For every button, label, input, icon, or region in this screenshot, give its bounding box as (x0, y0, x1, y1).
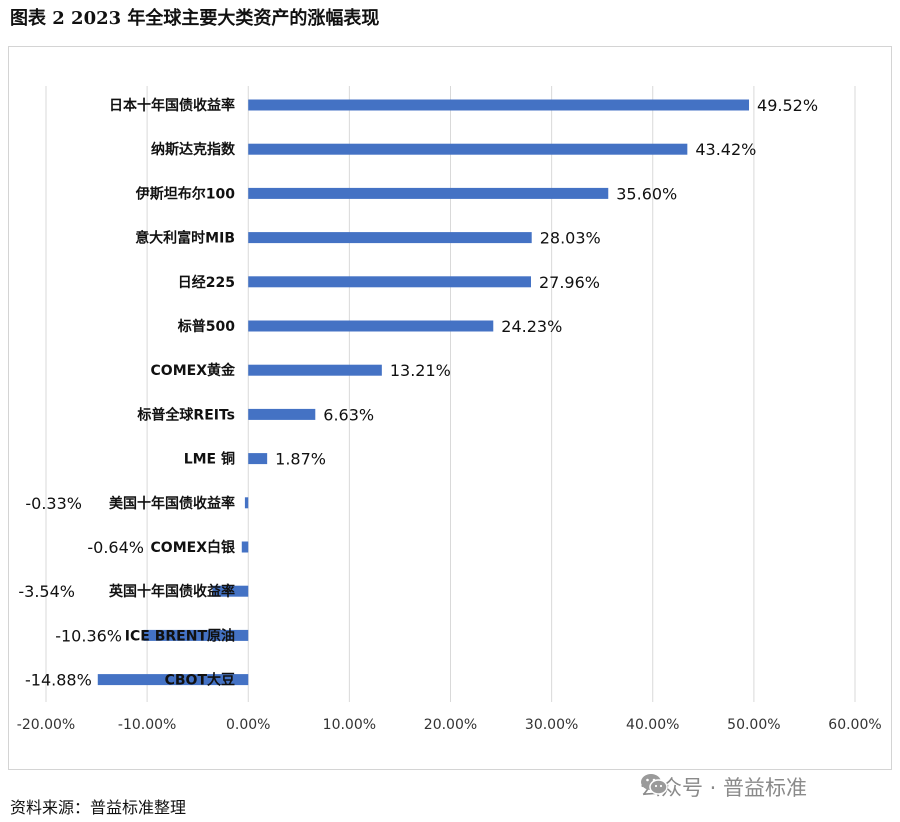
category-label: COMEX黄金 (151, 362, 236, 379)
x-tick-label: 20.00% (424, 717, 477, 733)
data-label: -0.33% (25, 494, 82, 513)
x-tick-label: -10.00% (118, 717, 176, 733)
data-label: 43.42% (695, 140, 756, 159)
bar (248, 276, 531, 288)
bar (248, 232, 532, 244)
x-tick-label: 50.00% (727, 717, 780, 733)
wechat-icon (641, 774, 668, 795)
data-label: 27.96% (539, 273, 600, 292)
bar (248, 187, 609, 199)
bar (248, 143, 688, 155)
bar (241, 541, 249, 553)
data-label: 49.52% (757, 96, 818, 115)
data-label: 24.23% (501, 317, 562, 336)
bar (143, 629, 249, 641)
bar (97, 674, 249, 686)
bar (244, 497, 249, 509)
data-label: 1.87% (275, 450, 326, 469)
data-label: 28.03% (540, 229, 601, 248)
category-label: 纳斯达克指数 (151, 141, 236, 158)
bar (248, 320, 494, 332)
source-note: 资料来源：普益标准整理 (10, 798, 187, 817)
data-label: -3.54% (18, 582, 75, 601)
category-label: 英国十年国债收益率 (108, 583, 235, 600)
chart-frame (8, 46, 892, 770)
x-tick-label: 60.00% (828, 717, 881, 733)
category-label: 意大利富时MIB (135, 230, 235, 247)
x-tick-label: 10.00% (323, 717, 376, 733)
category-label: 标普500 (177, 318, 235, 335)
bar (248, 364, 382, 376)
data-label: -0.64% (87, 538, 144, 557)
category-label: 日经225 (178, 274, 235, 291)
bar (248, 99, 750, 111)
x-tick-label: 0.00% (226, 717, 270, 733)
bar (248, 408, 316, 420)
data-label: 13.21% (390, 361, 451, 380)
watermark-text: 公众号 · 普益标准 (640, 776, 808, 800)
gridlines (45, 86, 856, 702)
data-label: 35.60% (616, 184, 677, 203)
x-tick-label: -20.00% (17, 717, 75, 733)
category-label: 美国十年国债收益率 (109, 495, 235, 512)
category-label: CBOT大豆 (165, 672, 235, 689)
bars (97, 99, 750, 686)
figure-title: 图表 2 2023 年全球主要大类资产的涨幅表现 (10, 8, 380, 29)
watermark: 公众号 · 普益标准 (640, 772, 807, 802)
data-label: -14.88% (25, 671, 92, 690)
category-label: 日本十年国债收益率 (109, 97, 235, 114)
x-tick-label: 40.00% (626, 717, 679, 733)
x-tick-label: 30.00% (525, 717, 578, 733)
bar (212, 585, 249, 597)
category-label: 标普全球REITs (136, 406, 235, 423)
data-label: -10.36% (55, 626, 122, 645)
category-label: LME 铜 (184, 451, 235, 468)
category-label: ICE BRENT原油 (125, 627, 235, 644)
bar (248, 453, 268, 465)
x-axis-tick-labels: -20.00% -10.00% 0.00% 10.00% 20.00% 30.00% 40.… (17, 717, 882, 733)
data-labels: 49.52% 43.42% 35.60% 28.03% 27.96% 24.23% 13.2… (18, 96, 818, 690)
category-label: COMEX白银 (151, 539, 236, 556)
data-label: 6.63% (323, 405, 374, 424)
category-label: 伊斯坦布尔100 (135, 185, 235, 202)
